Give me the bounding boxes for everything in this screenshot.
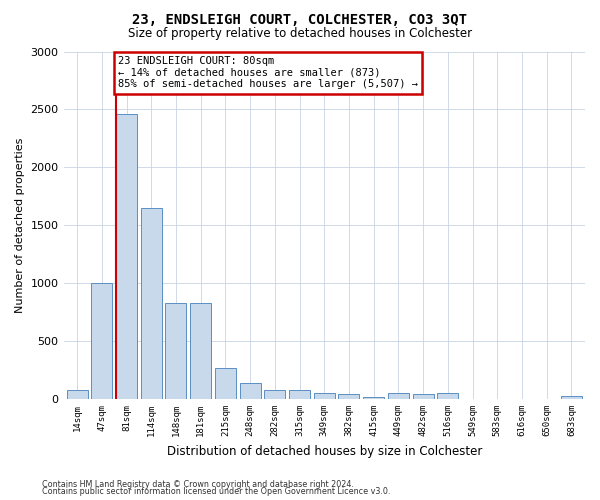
Bar xyxy=(67,390,88,399)
Bar xyxy=(289,390,310,399)
Bar xyxy=(314,392,335,399)
Text: Contains HM Land Registry data © Crown copyright and database right 2024.: Contains HM Land Registry data © Crown c… xyxy=(42,480,354,489)
Bar xyxy=(190,303,211,399)
Bar xyxy=(561,396,582,399)
Bar xyxy=(215,368,236,399)
Bar xyxy=(338,394,359,399)
Bar xyxy=(91,283,112,399)
Bar xyxy=(413,394,434,399)
Text: Contains public sector information licensed under the Open Government Licence v3: Contains public sector information licen… xyxy=(42,488,391,496)
Bar xyxy=(166,303,187,399)
Bar xyxy=(265,390,286,399)
Bar xyxy=(363,396,384,399)
Bar xyxy=(116,114,137,399)
Text: 23 ENDSLEIGH COURT: 80sqm
← 14% of detached houses are smaller (873)
85% of semi: 23 ENDSLEIGH COURT: 80sqm ← 14% of detac… xyxy=(118,56,418,90)
Bar xyxy=(239,383,260,399)
Text: 23, ENDSLEIGH COURT, COLCHESTER, CO3 3QT: 23, ENDSLEIGH COURT, COLCHESTER, CO3 3QT xyxy=(133,12,467,26)
Bar xyxy=(141,208,162,399)
X-axis label: Distribution of detached houses by size in Colchester: Distribution of detached houses by size … xyxy=(167,444,482,458)
Text: Size of property relative to detached houses in Colchester: Size of property relative to detached ho… xyxy=(128,28,472,40)
Bar xyxy=(437,392,458,399)
Bar xyxy=(388,392,409,399)
Y-axis label: Number of detached properties: Number of detached properties xyxy=(15,138,25,313)
